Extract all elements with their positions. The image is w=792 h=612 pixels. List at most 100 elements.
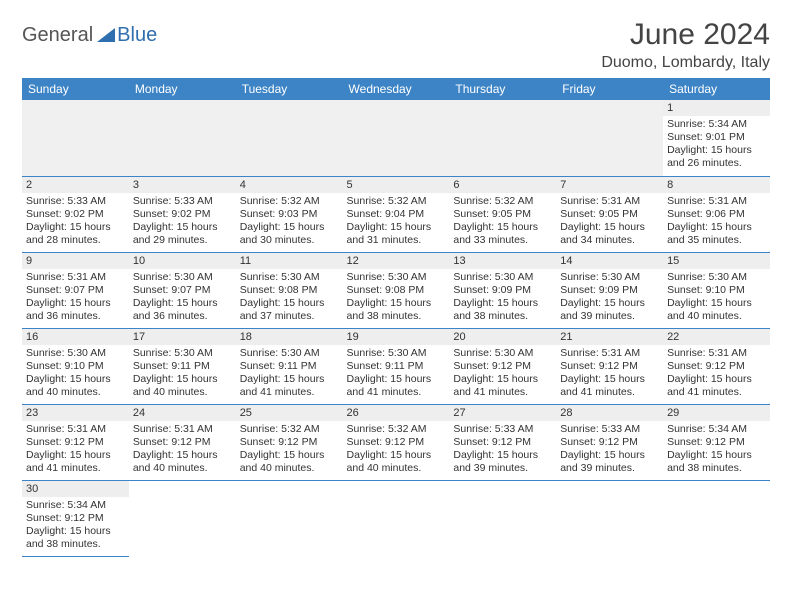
sunset-line: Sunset: 9:12 PM xyxy=(240,436,339,449)
day-content: Sunrise: 5:30 AMSunset: 9:10 PMDaylight:… xyxy=(22,345,129,404)
day-cell: 2Sunrise: 5:33 AMSunset: 9:02 PMDaylight… xyxy=(22,176,129,252)
sunset-line: Sunset: 9:12 PM xyxy=(453,360,552,373)
daylight-line: Daylight: 15 hours and 40 minutes. xyxy=(667,297,766,323)
day-number: 4 xyxy=(236,177,343,193)
sunset-line: Sunset: 9:12 PM xyxy=(347,436,446,449)
day-content: Sunrise: 5:30 AMSunset: 9:11 PMDaylight:… xyxy=(129,345,236,404)
sunrise-line: Sunrise: 5:34 AM xyxy=(667,118,766,131)
day-cell: 5Sunrise: 5:32 AMSunset: 9:04 PMDaylight… xyxy=(343,176,450,252)
empty-cell xyxy=(22,100,129,176)
logo: General Blue xyxy=(22,18,157,47)
weekday-wed: Wednesday xyxy=(343,78,450,100)
sunrise-line: Sunrise: 5:30 AM xyxy=(667,271,766,284)
day-number: 7 xyxy=(556,177,663,193)
daylight-line: Daylight: 15 hours and 40 minutes. xyxy=(133,373,232,399)
day-cell: 15Sunrise: 5:30 AMSunset: 9:10 PMDayligh… xyxy=(663,252,770,328)
day-cell: 28Sunrise: 5:33 AMSunset: 9:12 PMDayligh… xyxy=(556,404,663,480)
empty-cell xyxy=(449,100,556,176)
day-cell: 18Sunrise: 5:30 AMSunset: 9:11 PMDayligh… xyxy=(236,328,343,404)
sunrise-line: Sunrise: 5:31 AM xyxy=(560,347,659,360)
weekday-thu: Thursday xyxy=(449,78,556,100)
day-content: Sunrise: 5:30 AMSunset: 9:07 PMDaylight:… xyxy=(129,269,236,328)
day-content: Sunrise: 5:31 AMSunset: 9:12 PMDaylight:… xyxy=(22,421,129,480)
sunrise-line: Sunrise: 5:34 AM xyxy=(26,499,125,512)
calendar-table: Sunday Monday Tuesday Wednesday Thursday… xyxy=(22,78,770,557)
sunset-line: Sunset: 9:12 PM xyxy=(667,436,766,449)
sunset-line: Sunset: 9:11 PM xyxy=(347,360,446,373)
daylight-line: Daylight: 15 hours and 41 minutes. xyxy=(560,373,659,399)
day-cell: 20Sunrise: 5:30 AMSunset: 9:12 PMDayligh… xyxy=(449,328,556,404)
sunrise-line: Sunrise: 5:33 AM xyxy=(26,195,125,208)
day-content: Sunrise: 5:31 AMSunset: 9:12 PMDaylight:… xyxy=(129,421,236,480)
location-name: Duomo, Lombardy, Italy xyxy=(601,54,770,72)
day-content: Sunrise: 5:31 AMSunset: 9:12 PMDaylight:… xyxy=(556,345,663,404)
daylight-line: Daylight: 15 hours and 29 minutes. xyxy=(133,221,232,247)
daylight-line: Daylight: 15 hours and 33 minutes. xyxy=(453,221,552,247)
weekday-tue: Tuesday xyxy=(236,78,343,100)
daylight-line: Daylight: 15 hours and 41 minutes. xyxy=(26,449,125,475)
day-cell: 17Sunrise: 5:30 AMSunset: 9:11 PMDayligh… xyxy=(129,328,236,404)
sunrise-line: Sunrise: 5:30 AM xyxy=(240,347,339,360)
daylight-line: Daylight: 15 hours and 30 minutes. xyxy=(240,221,339,247)
day-content: Sunrise: 5:32 AMSunset: 9:12 PMDaylight:… xyxy=(343,421,450,480)
day-content: Sunrise: 5:30 AMSunset: 9:12 PMDaylight:… xyxy=(449,345,556,404)
day-cell: 3Sunrise: 5:33 AMSunset: 9:02 PMDaylight… xyxy=(129,176,236,252)
day-content: Sunrise: 5:30 AMSunset: 9:08 PMDaylight:… xyxy=(343,269,450,328)
sunset-line: Sunset: 9:02 PM xyxy=(133,208,232,221)
logo-blue: Blue xyxy=(117,24,157,47)
empty-cell xyxy=(343,100,450,176)
day-number: 28 xyxy=(556,405,663,421)
day-number: 12 xyxy=(343,253,450,269)
sunrise-line: Sunrise: 5:30 AM xyxy=(347,271,446,284)
sunrise-line: Sunrise: 5:31 AM xyxy=(133,423,232,436)
daylight-line: Daylight: 15 hours and 39 minutes. xyxy=(453,449,552,475)
sunset-line: Sunset: 9:12 PM xyxy=(26,512,125,525)
daylight-line: Daylight: 15 hours and 40 minutes. xyxy=(26,373,125,399)
day-content: Sunrise: 5:32 AMSunset: 9:05 PMDaylight:… xyxy=(449,193,556,252)
sunrise-line: Sunrise: 5:32 AM xyxy=(347,423,446,436)
day-content: Sunrise: 5:30 AMSunset: 9:11 PMDaylight:… xyxy=(343,345,450,404)
day-number: 17 xyxy=(129,329,236,345)
daylight-line: Daylight: 15 hours and 38 minutes. xyxy=(453,297,552,323)
daylight-line: Daylight: 15 hours and 38 minutes. xyxy=(26,525,125,551)
header: General Blue June 2024 Duomo, Lombardy, … xyxy=(22,18,770,72)
day-number: 21 xyxy=(556,329,663,345)
page: General Blue June 2024 Duomo, Lombardy, … xyxy=(0,0,792,557)
day-cell: 10Sunrise: 5:30 AMSunset: 9:07 PMDayligh… xyxy=(129,252,236,328)
sunset-line: Sunset: 9:09 PM xyxy=(560,284,659,297)
day-content: Sunrise: 5:33 AMSunset: 9:02 PMDaylight:… xyxy=(129,193,236,252)
logo-sail-icon xyxy=(97,28,115,42)
title-block: June 2024 Duomo, Lombardy, Italy xyxy=(601,18,770,72)
daylight-line: Daylight: 15 hours and 35 minutes. xyxy=(667,221,766,247)
sunset-line: Sunset: 9:12 PM xyxy=(667,360,766,373)
calendar-row: 9Sunrise: 5:31 AMSunset: 9:07 PMDaylight… xyxy=(22,252,770,328)
daylight-line: Daylight: 15 hours and 41 minutes. xyxy=(667,373,766,399)
daylight-line: Daylight: 15 hours and 36 minutes. xyxy=(26,297,125,323)
sunrise-line: Sunrise: 5:30 AM xyxy=(133,347,232,360)
day-content: Sunrise: 5:30 AMSunset: 9:11 PMDaylight:… xyxy=(236,345,343,404)
daylight-line: Daylight: 15 hours and 40 minutes. xyxy=(240,449,339,475)
sunrise-line: Sunrise: 5:31 AM xyxy=(26,423,125,436)
day-number: 20 xyxy=(449,329,556,345)
sunrise-line: Sunrise: 5:30 AM xyxy=(453,347,552,360)
day-cell: 6Sunrise: 5:32 AMSunset: 9:05 PMDaylight… xyxy=(449,176,556,252)
day-content: Sunrise: 5:33 AMSunset: 9:12 PMDaylight:… xyxy=(556,421,663,480)
sunset-line: Sunset: 9:01 PM xyxy=(667,131,766,144)
month-title: June 2024 xyxy=(601,18,770,52)
day-cell: 21Sunrise: 5:31 AMSunset: 9:12 PMDayligh… xyxy=(556,328,663,404)
sunset-line: Sunset: 9:05 PM xyxy=(560,208,659,221)
day-content: Sunrise: 5:30 AMSunset: 9:08 PMDaylight:… xyxy=(236,269,343,328)
sunrise-line: Sunrise: 5:30 AM xyxy=(240,271,339,284)
sunrise-line: Sunrise: 5:32 AM xyxy=(453,195,552,208)
weekday-header-row: Sunday Monday Tuesday Wednesday Thursday… xyxy=(22,78,770,100)
sunset-line: Sunset: 9:05 PM xyxy=(453,208,552,221)
sunrise-line: Sunrise: 5:30 AM xyxy=(347,347,446,360)
sunset-line: Sunset: 9:07 PM xyxy=(133,284,232,297)
day-content: Sunrise: 5:32 AMSunset: 9:04 PMDaylight:… xyxy=(343,193,450,252)
daylight-line: Daylight: 15 hours and 31 minutes. xyxy=(347,221,446,247)
daylight-line: Daylight: 15 hours and 39 minutes. xyxy=(560,449,659,475)
day-cell: 14Sunrise: 5:30 AMSunset: 9:09 PMDayligh… xyxy=(556,252,663,328)
sunset-line: Sunset: 9:12 PM xyxy=(133,436,232,449)
daylight-line: Daylight: 15 hours and 28 minutes. xyxy=(26,221,125,247)
sunset-line: Sunset: 9:04 PM xyxy=(347,208,446,221)
